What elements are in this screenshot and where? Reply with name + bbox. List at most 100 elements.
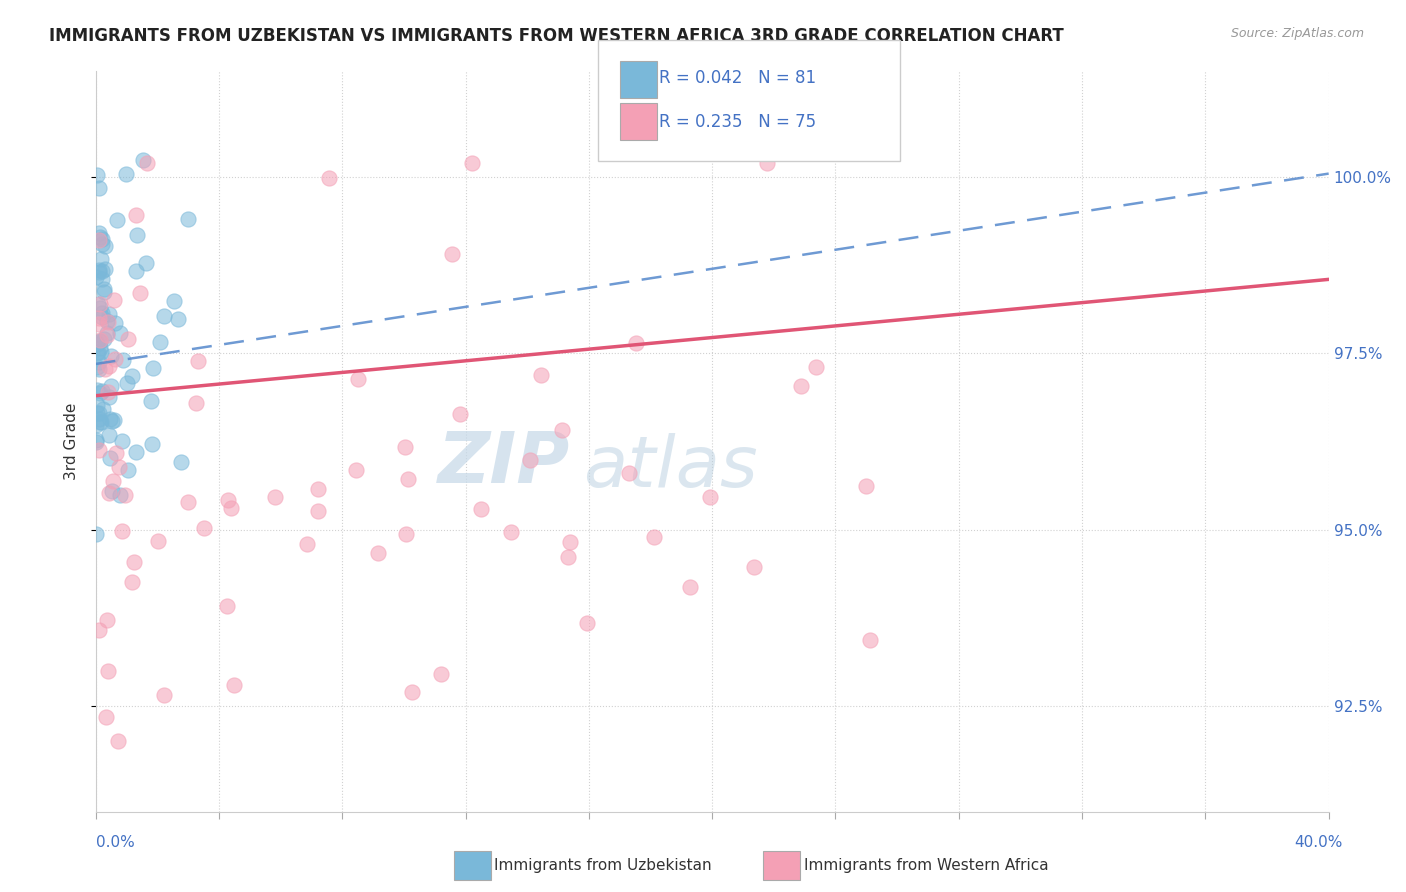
Point [395,527,418,541]
Point [90,344,112,359]
Point [89,355,111,369]
Point [217,599,239,613]
Point [307,504,329,518]
Text: R = 0.042   N = 81: R = 0.042 N = 81 [659,70,817,87]
Point [86,384,108,398]
Point [86,360,108,375]
Point [97,427,120,442]
Point [806,360,828,375]
Point [101,483,124,498]
Point [624,336,647,351]
Point [307,482,329,496]
Point [97,664,120,678]
Point [89,301,111,316]
Point [108,488,131,502]
Point [90,310,112,325]
Point [94,262,117,277]
Point [501,524,523,539]
Point [187,354,209,368]
Text: atlas: atlas [582,433,758,502]
Point [89,297,111,311]
Point [107,734,129,748]
Point [86,346,108,360]
Point [560,534,582,549]
Point [84,269,107,284]
Point [107,459,129,474]
Point [97,390,120,404]
Point [89,333,111,347]
Point [96,314,118,328]
Point [111,524,134,539]
Point [94,361,117,376]
Point [461,156,484,170]
Point [125,227,148,242]
Point [87,265,110,279]
Point [101,414,124,428]
Point [87,310,110,325]
Point [264,490,287,504]
Point [617,467,640,481]
Point [117,332,139,346]
Point [122,555,145,569]
Point [167,312,190,326]
Point [93,285,115,299]
Point [117,463,139,477]
Point [557,549,579,564]
Text: R = 0.235   N = 75: R = 0.235 N = 75 [659,113,817,131]
Point [86,335,108,350]
Point [84,434,107,449]
Point [449,407,471,421]
Point [87,443,110,458]
Point [135,156,157,170]
Point [108,326,131,341]
Point [93,283,115,297]
Point [756,156,779,170]
Point [176,495,198,509]
Text: IMMIGRANTS FROM UZBEKISTAN VS IMMIGRANTS FROM WESTERN AFRICA 3RD GRADE CORRELATI: IMMIGRANTS FROM UZBEKISTAN VS IMMIGRANTS… [49,27,1064,45]
Point [139,394,162,409]
Point [86,168,108,182]
Point [170,455,193,469]
Point [344,463,367,477]
Point [859,632,882,647]
Point [679,580,702,594]
Point [576,616,599,631]
Point [367,546,389,560]
Point [97,315,120,329]
Point [100,411,122,425]
Point [100,349,122,363]
Point [89,341,111,355]
Point [394,440,416,454]
Point [121,575,143,590]
Point [89,262,111,277]
Point [186,396,208,410]
Text: Immigrants from Uzbekistan: Immigrants from Uzbekistan [494,858,711,872]
Point [135,256,157,270]
Point [87,406,110,420]
Point [132,153,155,167]
Point [96,328,118,343]
Point [94,710,117,724]
Point [742,560,765,574]
Point [114,488,136,502]
Text: 0.0%: 0.0% [96,836,135,850]
Point [124,445,146,459]
Point [643,530,665,544]
Point [96,613,118,627]
Point [87,411,110,425]
Point [89,361,111,376]
Point [87,181,110,195]
Point [90,252,112,266]
Point [193,521,215,535]
Point [96,326,118,341]
Point [104,446,127,460]
Point [152,688,174,702]
Point [90,306,112,320]
Point [87,226,110,240]
Point [84,527,107,541]
Point [101,475,124,489]
Point [297,537,319,551]
Point [98,486,121,500]
Point [91,232,114,246]
Point [90,264,112,278]
